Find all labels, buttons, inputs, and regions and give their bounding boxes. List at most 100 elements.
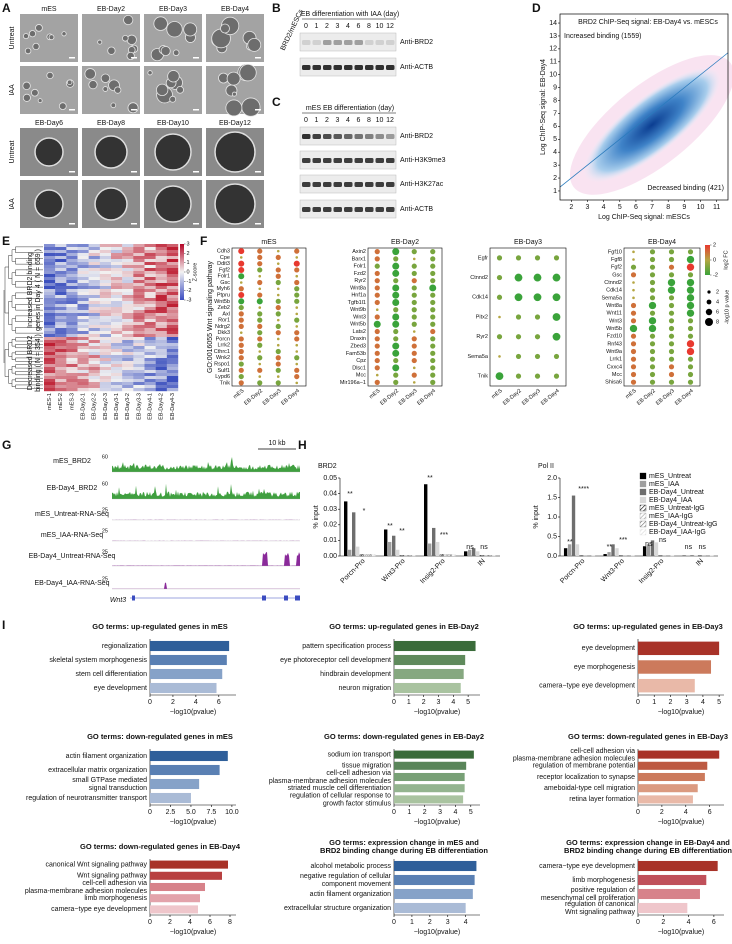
gene-label: Folr1 xyxy=(353,264,366,270)
dot xyxy=(496,255,503,261)
dot xyxy=(276,287,280,291)
day-label: 1 xyxy=(315,23,319,30)
dot xyxy=(668,302,675,309)
scale-bar xyxy=(131,223,137,225)
x-axis-label: −log10(pvalue) xyxy=(658,819,705,826)
heatmap-cell xyxy=(55,382,67,386)
heatmap-cell xyxy=(166,361,179,365)
heatmap-cell xyxy=(144,256,156,260)
gene-label: Draxin xyxy=(350,336,366,342)
heatmap-cell xyxy=(111,295,123,299)
dot xyxy=(238,292,245,299)
heatmap-cell xyxy=(122,247,134,251)
heatmap-cell xyxy=(166,337,179,341)
band xyxy=(344,158,353,163)
heatmap-cell xyxy=(55,358,67,362)
heatmap-cell xyxy=(166,265,179,269)
gene-label: Sema5a xyxy=(602,295,623,301)
heatmap-cell xyxy=(133,304,145,308)
dot xyxy=(257,342,263,348)
heatmap-cell xyxy=(111,289,123,293)
scale-bar xyxy=(69,109,75,111)
band xyxy=(312,65,321,70)
x-tick-label: Porcn-Pro xyxy=(339,558,366,585)
day-label: 8 xyxy=(367,117,371,124)
dot xyxy=(276,262,280,265)
heatmap-cell xyxy=(44,268,56,272)
dot xyxy=(429,284,437,292)
heatmap-cell xyxy=(88,382,101,386)
bar xyxy=(638,784,698,793)
heatmap-cell xyxy=(66,358,78,362)
dot xyxy=(294,279,300,286)
x-tick-label: 6 xyxy=(208,919,212,926)
heatmap-cell xyxy=(155,343,168,347)
heatmap-cell xyxy=(155,361,168,365)
dot xyxy=(393,336,399,342)
heatmap-cell xyxy=(122,331,134,335)
heatmap-cell xyxy=(133,370,145,374)
bar xyxy=(428,543,432,556)
heatmap-cell xyxy=(144,376,156,380)
heatmap-cell xyxy=(111,304,123,308)
heatmap-cell xyxy=(122,286,134,290)
day-label: 8 xyxy=(367,23,371,30)
dot xyxy=(257,336,263,342)
dot xyxy=(257,248,263,254)
gene-label: Rnf43 xyxy=(607,341,622,347)
gene-label: Dkk3 xyxy=(217,330,230,336)
heatmap-cell xyxy=(155,385,168,389)
heatmap-cell xyxy=(133,331,145,335)
heatmap-cell xyxy=(99,361,112,365)
dot xyxy=(668,356,675,362)
gene-label: Lypd6 xyxy=(215,374,230,380)
heatmap-cell xyxy=(88,292,101,296)
legend-label: EB-Day4_IAA xyxy=(649,497,693,504)
x-tick-label: 7 xyxy=(650,204,654,211)
heatmap-cell xyxy=(55,352,67,356)
heatmap-cell xyxy=(122,340,134,344)
heatmap-cell xyxy=(122,325,134,329)
heatmap-cell xyxy=(66,259,78,263)
heatmap-cell xyxy=(122,301,134,305)
heatmap-cell xyxy=(155,259,168,263)
heatmap-cell xyxy=(133,268,145,272)
heatmap-cell xyxy=(166,289,179,293)
dot xyxy=(375,373,379,377)
heatmap-cell xyxy=(66,346,78,350)
dot xyxy=(411,307,417,313)
dot xyxy=(649,295,656,301)
heatmap-cell xyxy=(155,337,168,341)
heatmap-cell xyxy=(88,250,101,254)
dot xyxy=(238,286,244,292)
heatmap-cell xyxy=(111,334,123,338)
significance: ns xyxy=(659,537,667,544)
dot xyxy=(275,267,281,273)
heatmap-cell xyxy=(66,376,78,380)
panel-label: E xyxy=(2,234,10,248)
category-label: eye photoreceptor cell development xyxy=(280,657,391,664)
heatmap-cell xyxy=(99,286,112,290)
heatmap-cell xyxy=(122,310,134,314)
heatmap-cell xyxy=(111,268,123,272)
colorbar-label: log2 FC xyxy=(723,250,729,269)
dot xyxy=(668,341,675,347)
heatmap-cell xyxy=(99,334,112,338)
bar xyxy=(638,660,712,674)
heatmap-cell xyxy=(44,283,56,287)
category-label: regulation of membrane potential xyxy=(533,763,636,770)
bar xyxy=(392,535,396,556)
embryoid-body xyxy=(247,37,262,52)
heatmap-cell xyxy=(44,388,56,392)
dot xyxy=(632,288,635,292)
category-label: limb morphogenesis xyxy=(572,877,635,884)
heatmap-cell xyxy=(166,301,179,305)
x-tick-label: mES xyxy=(368,388,381,400)
heatmap-cell xyxy=(166,334,179,338)
heatmap-cell xyxy=(55,301,67,305)
dot xyxy=(687,318,694,324)
track-label: EB-Day4_Untreat-RNA-Seq xyxy=(29,553,116,560)
heatmap-cell xyxy=(133,319,145,323)
heatmap-cell xyxy=(99,289,112,293)
heatmap-cell xyxy=(77,325,89,329)
